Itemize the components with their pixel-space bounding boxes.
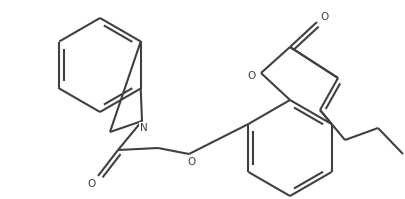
Text: N: N — [140, 123, 147, 133]
Text: O: O — [87, 179, 96, 189]
Text: O: O — [247, 71, 256, 81]
Text: O: O — [320, 12, 328, 22]
Text: O: O — [188, 157, 196, 167]
